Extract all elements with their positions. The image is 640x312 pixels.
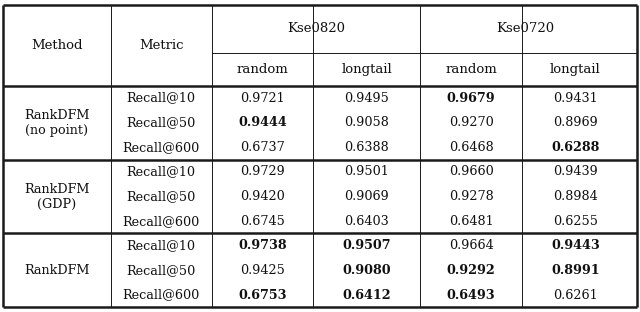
Text: 0.6403: 0.6403 xyxy=(344,215,389,228)
Text: Recall@50: Recall@50 xyxy=(127,264,196,277)
Text: 0.6261: 0.6261 xyxy=(553,289,598,301)
Text: 0.9443: 0.9443 xyxy=(551,239,600,252)
Text: Kse0720: Kse0720 xyxy=(496,22,554,35)
Text: 0.6412: 0.6412 xyxy=(342,289,391,301)
Text: 0.9721: 0.9721 xyxy=(240,92,285,105)
Text: 0.6288: 0.6288 xyxy=(551,141,600,154)
Text: Recall@10: Recall@10 xyxy=(127,239,196,252)
Text: 0.6753: 0.6753 xyxy=(238,289,287,301)
Text: 0.9444: 0.9444 xyxy=(238,116,287,129)
Text: random: random xyxy=(237,63,288,76)
Text: Recall@50: Recall@50 xyxy=(127,116,196,129)
Text: Metric: Metric xyxy=(139,39,184,52)
Text: Kse0820: Kse0820 xyxy=(287,22,345,35)
Text: 0.9495: 0.9495 xyxy=(344,92,389,105)
Text: Recall@600: Recall@600 xyxy=(123,289,200,301)
Text: 0.9660: 0.9660 xyxy=(449,165,493,178)
Text: Recall@10: Recall@10 xyxy=(127,92,196,105)
Text: longtail: longtail xyxy=(550,63,601,76)
Text: Recall@600: Recall@600 xyxy=(123,141,200,154)
Text: 0.9664: 0.9664 xyxy=(449,239,493,252)
Text: RankDFM
(no point): RankDFM (no point) xyxy=(24,109,90,137)
Text: 0.9501: 0.9501 xyxy=(344,165,389,178)
Text: 0.6745: 0.6745 xyxy=(240,215,285,228)
Text: longtail: longtail xyxy=(341,63,392,76)
Text: 0.9431: 0.9431 xyxy=(553,92,598,105)
Text: RankDFM
(GDP): RankDFM (GDP) xyxy=(24,183,90,211)
Text: 0.9507: 0.9507 xyxy=(342,239,391,252)
Text: 0.8984: 0.8984 xyxy=(553,190,598,203)
Text: 0.9069: 0.9069 xyxy=(344,190,389,203)
Text: RankDFM: RankDFM xyxy=(24,264,90,277)
Text: 0.6737: 0.6737 xyxy=(240,141,285,154)
Text: Recall@600: Recall@600 xyxy=(123,215,200,228)
Text: random: random xyxy=(445,63,497,76)
Text: 0.9420: 0.9420 xyxy=(240,190,285,203)
Text: Method: Method xyxy=(31,39,83,52)
Text: 0.6481: 0.6481 xyxy=(449,215,493,228)
Text: 0.9439: 0.9439 xyxy=(553,165,598,178)
Text: Recall@50: Recall@50 xyxy=(127,190,196,203)
Text: 0.8991: 0.8991 xyxy=(551,264,600,277)
Text: 0.9278: 0.9278 xyxy=(449,190,493,203)
Text: 0.8969: 0.8969 xyxy=(553,116,598,129)
Text: 0.9270: 0.9270 xyxy=(449,116,493,129)
Text: 0.9729: 0.9729 xyxy=(240,165,285,178)
Text: 0.9080: 0.9080 xyxy=(342,264,391,277)
Text: 0.9425: 0.9425 xyxy=(240,264,285,277)
Text: 0.6468: 0.6468 xyxy=(449,141,493,154)
Text: 0.9679: 0.9679 xyxy=(447,92,495,105)
Text: 0.6493: 0.6493 xyxy=(447,289,495,301)
Text: 0.9738: 0.9738 xyxy=(238,239,287,252)
Text: 0.6255: 0.6255 xyxy=(553,215,598,228)
Text: 0.9058: 0.9058 xyxy=(344,116,389,129)
Text: 0.9292: 0.9292 xyxy=(447,264,495,277)
Text: Recall@10: Recall@10 xyxy=(127,165,196,178)
Text: 0.6388: 0.6388 xyxy=(344,141,389,154)
